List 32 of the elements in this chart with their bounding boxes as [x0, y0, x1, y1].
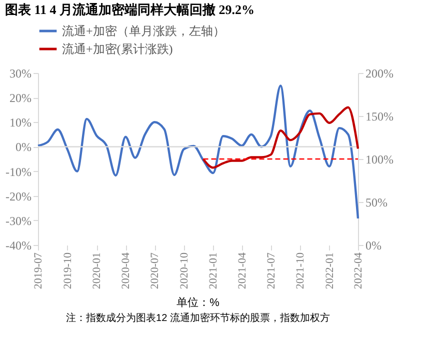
x-tick-label: 2022-04: [352, 252, 364, 290]
y2-tick-label: 200%: [366, 66, 394, 80]
y-tick-label: 0%: [16, 140, 32, 154]
x-tick-label: 2019-10: [62, 252, 74, 290]
x-tick-label: 2020-07: [149, 252, 162, 290]
text: 注：指数成分为图表12 流通加密环节标的股票，指数加权方: [66, 312, 330, 324]
x-tick-label: 2020-01: [91, 252, 104, 290]
x-tick-label: 2022-01: [324, 252, 336, 290]
y2-tick-label: 0%: [366, 238, 382, 252]
legend-label: 流通+加密(累计涨跌): [62, 42, 173, 56]
y2-tick-label: 150%: [366, 110, 394, 124]
y-tick-label: -20%: [6, 189, 32, 204]
y-tick-label: 20%: [10, 91, 32, 106]
y-tick-label: -30%: [6, 214, 32, 228]
line-series: [36, 84, 360, 220]
y2-tick-label: 100%: [366, 152, 394, 166]
x-tick-label: 2021-07: [265, 252, 278, 290]
x-tick-label: 2020-04: [120, 252, 132, 290]
x-tick-label: 2021-01: [208, 252, 220, 290]
y2-tick-label: 50%: [366, 196, 388, 210]
x-tick-label: 2019-07: [32, 252, 44, 290]
x-tick-label: 2020-10: [178, 252, 190, 290]
y-tick-label: -40%: [6, 238, 32, 252]
y-tick-label: 10%: [10, 116, 32, 130]
x-tick-label: 2021-10: [294, 252, 307, 290]
text: 单位：%: [176, 296, 220, 309]
x-tick-label: 2021-04: [236, 252, 248, 290]
y-tick-label: -10%: [6, 164, 32, 179]
y-tick-label: 30%: [10, 66, 32, 80]
legend-label: 流通+加密（单月涨跌，左轴）: [62, 24, 225, 38]
chart-title: 图表 11 4 月流通加密端同样大幅回撤 29.2%: [5, 2, 255, 17]
line-series: [202, 106, 360, 169]
